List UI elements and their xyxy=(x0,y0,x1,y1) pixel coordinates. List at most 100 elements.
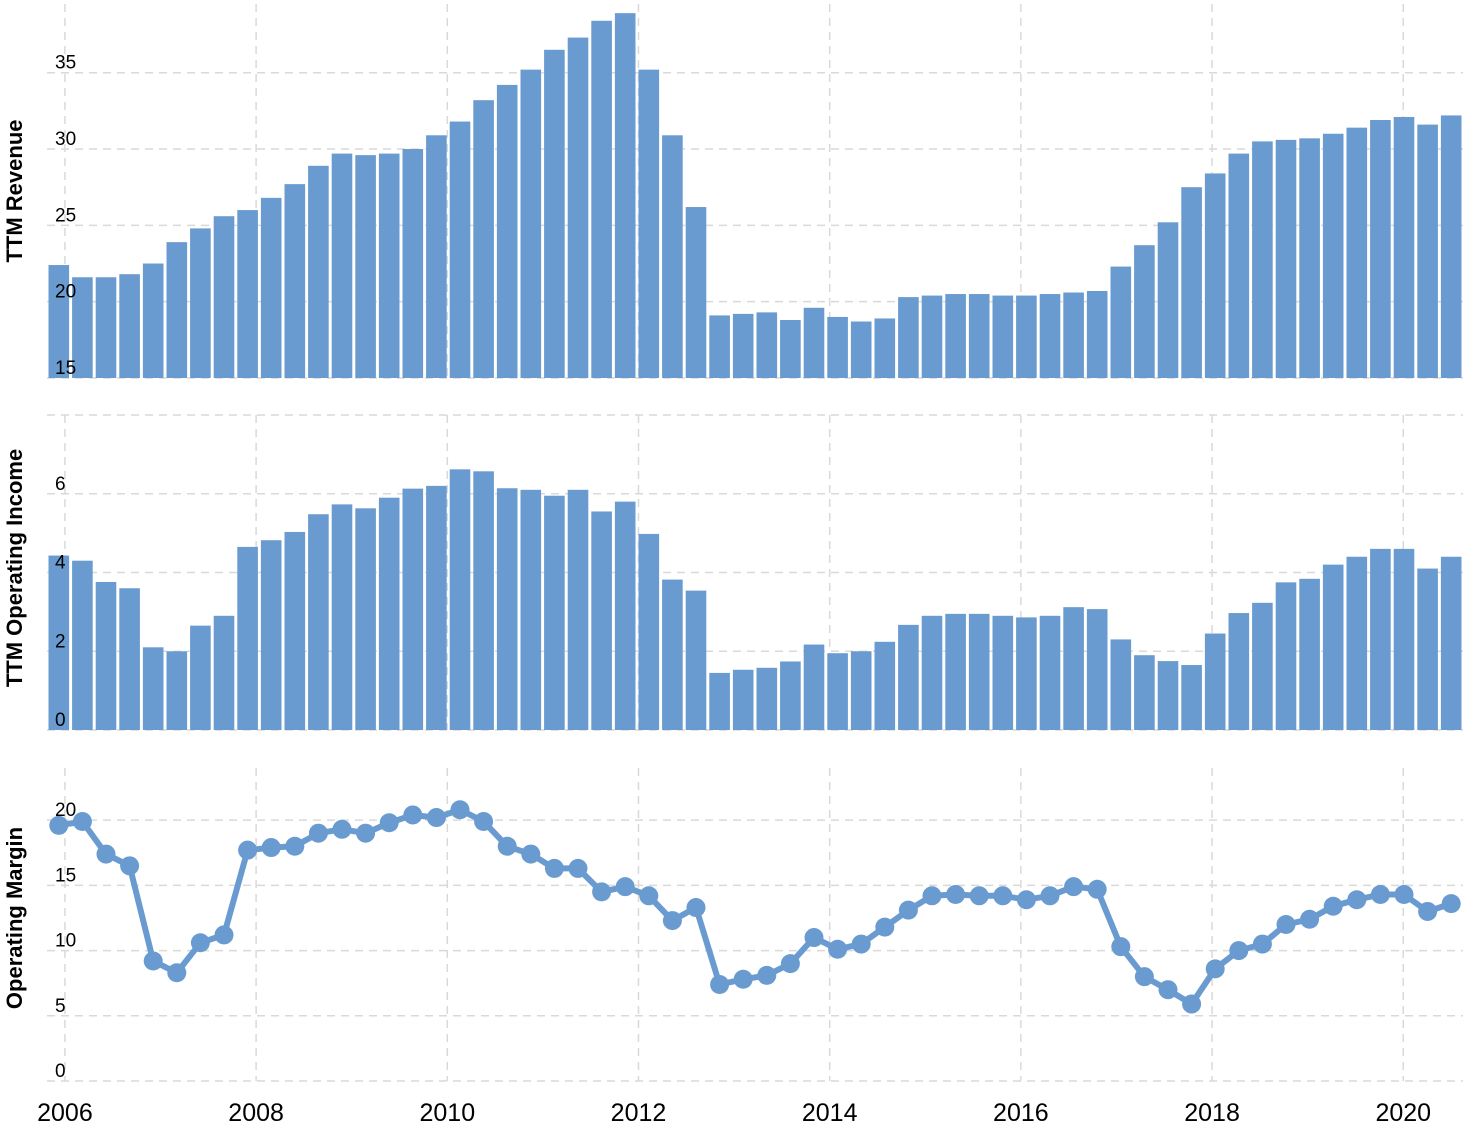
data-point xyxy=(96,844,116,864)
bar xyxy=(921,615,943,730)
data-point xyxy=(474,811,494,831)
data-point xyxy=(190,933,210,953)
bar xyxy=(898,297,919,378)
bar xyxy=(591,20,612,378)
bar xyxy=(1016,617,1037,730)
data-point xyxy=(1087,879,1107,899)
y-tick-label: 5 xyxy=(55,996,66,1017)
bar xyxy=(1086,609,1108,730)
data-point xyxy=(1441,894,1461,914)
data-point xyxy=(1040,886,1060,906)
bar xyxy=(1157,661,1179,730)
y-tick-label: 4 xyxy=(55,553,66,574)
bar xyxy=(732,313,754,378)
data-point xyxy=(1276,915,1296,934)
data-point xyxy=(1252,934,1272,954)
data-point xyxy=(238,840,258,860)
data-point xyxy=(1418,901,1438,921)
bar xyxy=(685,590,707,730)
data-point xyxy=(356,823,376,843)
data-point xyxy=(332,819,352,839)
bar xyxy=(48,265,70,378)
bar xyxy=(1346,127,1368,378)
bar xyxy=(72,560,93,730)
x-tick-label: 2016 xyxy=(993,1099,1049,1127)
data-point xyxy=(544,858,564,878)
x-tick-label: 2014 xyxy=(802,1099,858,1127)
data-point xyxy=(1158,980,1178,1000)
bar xyxy=(237,546,258,730)
data-point xyxy=(828,939,848,959)
bar xyxy=(544,495,565,730)
bar xyxy=(1204,173,1226,378)
bar xyxy=(1039,294,1061,378)
data-point xyxy=(1134,967,1154,987)
bar xyxy=(119,588,140,730)
bar xyxy=(1275,582,1297,730)
bar xyxy=(850,651,872,730)
bar xyxy=(426,485,447,730)
bar xyxy=(1440,115,1462,378)
bar xyxy=(1157,222,1179,378)
data-point xyxy=(261,838,281,858)
bar xyxy=(213,615,235,730)
bar xyxy=(709,315,730,378)
bar xyxy=(190,228,211,378)
bar xyxy=(898,624,919,730)
bar xyxy=(1134,245,1155,378)
bar xyxy=(614,501,636,730)
data-point xyxy=(285,836,305,856)
bar xyxy=(284,531,306,730)
bar xyxy=(1370,120,1391,378)
y-tick-label: 10 xyxy=(55,931,76,952)
x-tick-label: 2020 xyxy=(1375,1099,1431,1127)
bar xyxy=(945,613,966,730)
data-point xyxy=(49,815,69,835)
bar xyxy=(166,242,188,378)
bar xyxy=(1181,187,1202,378)
bar xyxy=(1086,290,1108,378)
bar xyxy=(260,197,282,378)
data-point xyxy=(167,963,187,983)
operating-margin-panel: 0 5 10 15 20 Operating Margin xyxy=(2,768,1463,1082)
data-point xyxy=(1323,896,1343,916)
y-tick-label: 2 xyxy=(55,631,66,652)
y-tick-label: 20 xyxy=(55,282,76,303)
bar xyxy=(1393,548,1415,730)
data-point xyxy=(1064,877,1084,897)
bar xyxy=(921,295,943,378)
bar xyxy=(119,274,140,378)
bar xyxy=(780,661,801,730)
data-point xyxy=(757,965,777,985)
bar xyxy=(308,514,329,730)
bar xyxy=(1063,607,1084,730)
data-point xyxy=(1016,890,1036,910)
bar xyxy=(591,511,612,730)
bar xyxy=(355,508,376,730)
bar xyxy=(520,69,542,379)
bar xyxy=(614,13,636,379)
bar xyxy=(1134,655,1155,730)
x-tick-label: 2018 xyxy=(1184,1099,1240,1127)
bar xyxy=(378,153,400,378)
bar xyxy=(874,641,896,730)
bar xyxy=(355,155,376,378)
bar xyxy=(331,153,353,378)
data-point xyxy=(946,885,966,905)
bar xyxy=(709,672,730,730)
bar xyxy=(685,207,707,378)
bar xyxy=(402,488,424,730)
bar xyxy=(803,644,825,730)
data-point xyxy=(120,856,140,876)
data-point xyxy=(710,974,730,994)
bar xyxy=(1252,141,1273,378)
y-axis-label-ttm-revenue: TTM Revenue xyxy=(2,119,27,262)
bar xyxy=(1299,138,1320,378)
data-point xyxy=(72,811,92,831)
bar xyxy=(1110,266,1132,378)
bar xyxy=(992,295,1014,378)
data-point xyxy=(780,954,800,974)
bar xyxy=(378,497,400,730)
data-point xyxy=(993,886,1013,906)
bar xyxy=(1252,602,1273,730)
